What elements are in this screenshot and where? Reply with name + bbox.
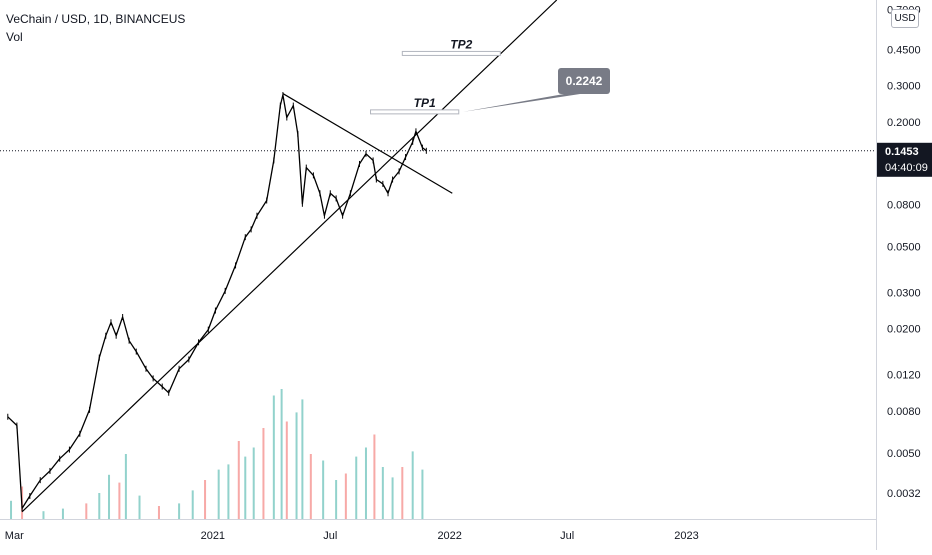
target-level-tp1[interactable] [370, 109, 460, 115]
volume-bar [227, 464, 230, 519]
volume-bar [252, 447, 255, 519]
volume-bars [10, 389, 424, 519]
volume-bar [295, 412, 298, 519]
price-tick-label: 0.0300 [887, 287, 921, 299]
target-label: TP1 [414, 96, 436, 110]
price-tick-label: 0.0050 [887, 448, 921, 460]
volume-bar [98, 493, 101, 519]
volume-bar [244, 456, 247, 519]
volume-bar [280, 389, 283, 519]
target-label: TP2 [450, 37, 472, 51]
price-tick-label: 0.0800 [887, 199, 921, 211]
price-tick-label: 0.0200 [887, 324, 921, 336]
price-tick-label: 0.2000 [887, 117, 921, 129]
volume-bar [322, 460, 325, 519]
current-price-label: 0.1453 [885, 146, 919, 158]
price-tick-label: 0.4500 [887, 44, 921, 56]
time-tick-label: Mar [5, 530, 24, 542]
price-tick-label: 0.0080 [887, 406, 921, 418]
volume-bar [373, 434, 376, 519]
volume-bar [10, 500, 13, 519]
time-tick-label: 2022 [437, 530, 461, 542]
volume-bar [335, 480, 338, 519]
time-tick-label: 2023 [674, 530, 698, 542]
volume-bar [157, 506, 160, 519]
volume-bar [237, 441, 240, 519]
volume-bar [61, 508, 64, 519]
bar-countdown-label: 04:40:09 [885, 162, 928, 174]
time-tick-label: Jul [560, 530, 574, 542]
trendline[interactable] [282, 93, 453, 194]
time-tick-label: Jul [323, 530, 337, 542]
target-level-tp2[interactable] [401, 50, 501, 56]
time-tick-label: 2021 [201, 530, 225, 542]
volume-bar [85, 503, 88, 519]
volume-bar [285, 421, 288, 519]
volume-bar [42, 511, 45, 519]
volume-bar [391, 477, 394, 519]
volume-bar [401, 467, 404, 519]
volume-bar [108, 474, 111, 519]
price-axis[interactable]: 0.70000.45000.30000.20000.08000.05000.03… [887, 5, 921, 500]
volume-bar [191, 490, 194, 519]
volume-bar [381, 467, 384, 519]
callout-value: 0.2242 [566, 74, 603, 88]
current-price-marker [877, 142, 932, 177]
volume-bar [301, 399, 304, 519]
volume-bar [204, 480, 207, 519]
volume-bar [124, 454, 127, 519]
price-tick-label: 0.0120 [887, 370, 921, 382]
drawings[interactable]: TP1 TP2 0.2242 [21, 0, 610, 513]
volume-bar [355, 456, 358, 519]
volume-bar [411, 451, 414, 519]
time-axis[interactable]: Mar 2021 Jul 2022 Jul 2023 [5, 530, 699, 542]
symbol-title[interactable]: VeChain / USD, 1D, BINANCEUS [6, 12, 186, 26]
chart-legend: VeChain / USD, 1D, BINANCEUS Vol [6, 10, 185, 46]
trendline[interactable] [21, 0, 558, 513]
price-tick-label: 0.0500 [887, 242, 921, 254]
price-tick-label: 0.3000 [887, 81, 921, 93]
price-markers: 0.1453 04:40:09 [0, 142, 932, 177]
volume-bar [421, 469, 424, 519]
volume-bar [309, 454, 312, 519]
volume-label[interactable]: Vol [6, 30, 23, 44]
currency-unit-button[interactable]: USD [891, 9, 919, 28]
volume-bar [364, 447, 367, 519]
volume-bar [344, 473, 347, 519]
volume-bar [178, 503, 181, 519]
volume-bar [272, 395, 275, 519]
callout-box[interactable] [558, 68, 610, 94]
price-line [7, 94, 427, 510]
price-tick-label: 0.0032 [887, 488, 921, 500]
volume-bar [217, 469, 220, 519]
volume-bar [118, 482, 121, 519]
volume-bar [262, 428, 265, 519]
volume-bar [138, 495, 141, 519]
callout-pointer [462, 94, 580, 112]
